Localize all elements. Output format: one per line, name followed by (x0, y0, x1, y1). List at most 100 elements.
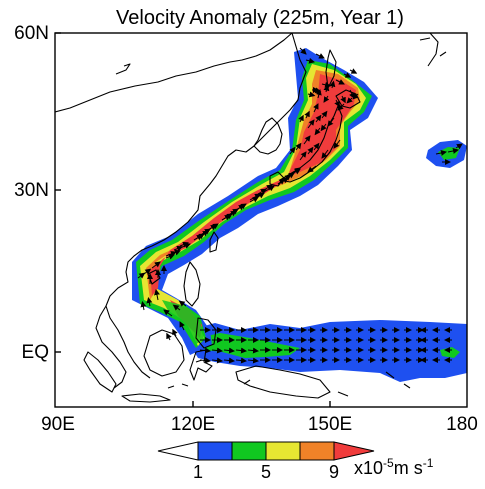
colorbar-extend-high (333, 441, 375, 461)
colorbar-bin-green (231, 441, 267, 461)
java-coast (121, 393, 171, 403)
taiwan-coast (209, 231, 219, 253)
colorbar: 1 5 9 x10-5m s-1 (157, 441, 434, 482)
lon-tick-90e: 90E (41, 414, 75, 435)
korea-coast (253, 117, 283, 155)
velocity-arrow (247, 347, 259, 354)
kamchatka-coast (427, 33, 439, 67)
velocity-arrow (299, 151, 307, 161)
velocity-arrow (340, 95, 346, 104)
velocity-arrow (349, 68, 358, 74)
philippines-luzon-coast (183, 261, 201, 307)
velocity-arrow (320, 123, 327, 132)
velocity-arrow (140, 301, 147, 311)
velocity-arrow (343, 72, 352, 78)
velocity-arrow (304, 110, 310, 119)
lat-tick-30n: 30N (14, 180, 49, 201)
velocity-arrow (307, 91, 316, 98)
velocity-arrow (211, 357, 223, 364)
velocity-arrow (337, 103, 345, 111)
sumatra-coast (83, 351, 117, 393)
velocity-arrow (146, 297, 153, 307)
unit-mid: m s (394, 458, 423, 478)
velocity-arrow (172, 304, 181, 311)
borneo-coast (143, 329, 185, 377)
equatorial-band-green (198, 333, 300, 358)
velocity-arrow (291, 168, 301, 175)
velocity-arrow (223, 347, 235, 354)
velocity-arrow (321, 149, 329, 159)
colorbar-bin-orange (299, 441, 335, 461)
unit-base: x10 (354, 458, 383, 478)
jet-band-red (150, 74, 356, 296)
velocity-arrow (165, 253, 175, 260)
colorbar-tick-1: 1 (193, 462, 203, 482)
asia-mainland-coast (55, 33, 307, 379)
velocity-arrow (179, 321, 185, 331)
velocity-arrow (207, 224, 217, 231)
velocity-arrow (346, 97, 353, 104)
lat-tick-60n: 60N (14, 23, 49, 44)
velocity-arrow (223, 357, 235, 364)
velocity-arrow (173, 245, 183, 252)
velocity-arrow (455, 143, 463, 150)
velocity-arrow (323, 95, 330, 103)
velocity-arrow (166, 332, 172, 341)
velocity-vectors (137, 47, 463, 364)
velocity-arrow (298, 114, 304, 123)
velocity-arrow (178, 300, 187, 307)
colorbar-tick-9: 9 (329, 462, 339, 482)
velocity-arrow (179, 241, 189, 248)
colorbar-bin-blue (197, 441, 233, 461)
small-islands (115, 63, 411, 397)
velocity-arrow (235, 347, 247, 354)
new-guinea-coast (235, 365, 331, 399)
philippines-mindanao-coast (195, 317, 217, 349)
velocity-arrow (435, 150, 447, 156)
velocity-arrow (303, 135, 311, 145)
velocity-arrow (151, 261, 161, 269)
velocity-arrow (335, 79, 345, 85)
colorbar-tick-5: 5 (261, 462, 271, 482)
velocity-arrow (235, 204, 245, 211)
velocity-arrow (313, 142, 320, 151)
velocity-arrow (323, 84, 330, 93)
velocity-arrow (199, 357, 211, 364)
velocity-arrow (235, 357, 247, 364)
lat-tick-eq: EQ (22, 342, 49, 363)
velocity-arrow (307, 119, 315, 129)
velocity-arrow (327, 117, 335, 127)
unit-exp2: -1 (423, 456, 434, 470)
velocity-arrow (171, 249, 181, 256)
velocity-arrow (333, 139, 341, 149)
map-title: Velocity Anomaly (225m, Year 1) (116, 7, 404, 29)
velocity-arrow (315, 53, 325, 59)
velocity-arrow (172, 328, 178, 337)
velocity-arrow (321, 110, 328, 119)
map-frame (54, 32, 468, 408)
velocity-arrow (352, 93, 359, 100)
boundary-current-band (132, 48, 378, 355)
velocity-arrow (305, 57, 315, 64)
velocity-arrow (199, 347, 211, 354)
velocity-arrow (329, 80, 336, 89)
colorbar-bin-yellow (265, 441, 301, 461)
coastlines (55, 33, 447, 403)
velocity-arrow (314, 127, 321, 136)
sulawesi-coast (189, 349, 213, 381)
velocity-arrow (315, 114, 322, 123)
velocity-arrow (289, 146, 296, 155)
velocity-arrow (247, 357, 259, 364)
velocity-arrow (334, 99, 340, 108)
lon-tick-180: 180 (446, 414, 478, 435)
velocity-arrow (313, 103, 319, 113)
velocity-arrow (249, 196, 259, 203)
colorbar-extend-low (157, 441, 199, 461)
indochina-coast (95, 305, 127, 389)
velocity-arrow (263, 184, 273, 191)
map-plot-area (55, 33, 467, 403)
velocity-arrow (295, 142, 302, 151)
unit-exp: -5 (383, 456, 394, 470)
lon-tick-150e: 150E (308, 414, 352, 435)
